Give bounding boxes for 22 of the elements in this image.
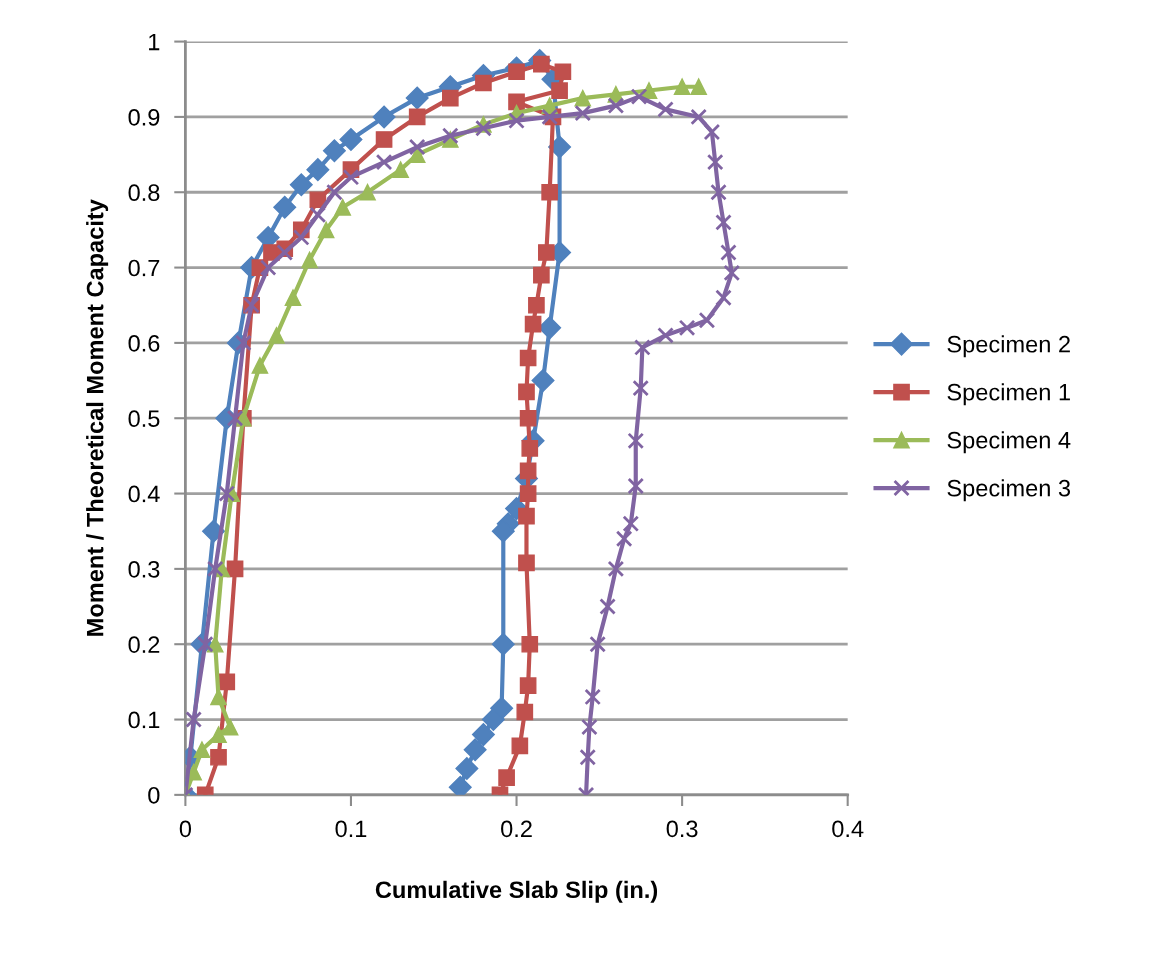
y-tick-label: 0.9 — [128, 108, 160, 126]
legend-label: Specimen 2 — [947, 335, 1070, 358]
y-tick-label: 0.3 — [128, 560, 160, 578]
x-tick-label: 0.3 — [666, 820, 698, 838]
y-tick-label: 1 — [149, 33, 160, 51]
x-axis-title: Cumulative Slab Slip (in.) — [375, 880, 658, 903]
x-tick-label: 0.4 — [832, 820, 864, 838]
x-tick-label: 0.2 — [501, 820, 532, 838]
y-tick-label: 0.7 — [128, 259, 160, 277]
y-tick-label: 0.2 — [128, 636, 160, 653]
legend-label: Specimen 4 — [947, 431, 1071, 454]
x-tick-label: 0 — [179, 820, 192, 838]
y-tick-label: 0.4 — [128, 485, 160, 503]
y-tick-label: 0.8 — [128, 184, 160, 202]
y-tick-label: 0.5 — [128, 410, 160, 428]
legend-label: Specimen 1 — [947, 383, 1070, 406]
y-axis-title: Moment / Theoretical Moment Capacity — [86, 199, 109, 636]
y-tick-label: 0.1 — [128, 711, 160, 729]
x-tick-label: 0.1 — [335, 820, 367, 838]
legend-label: Specimen 3 — [947, 479, 1071, 502]
y-tick-label: 0 — [148, 786, 160, 804]
y-tick-label: 0.6 — [128, 334, 160, 352]
